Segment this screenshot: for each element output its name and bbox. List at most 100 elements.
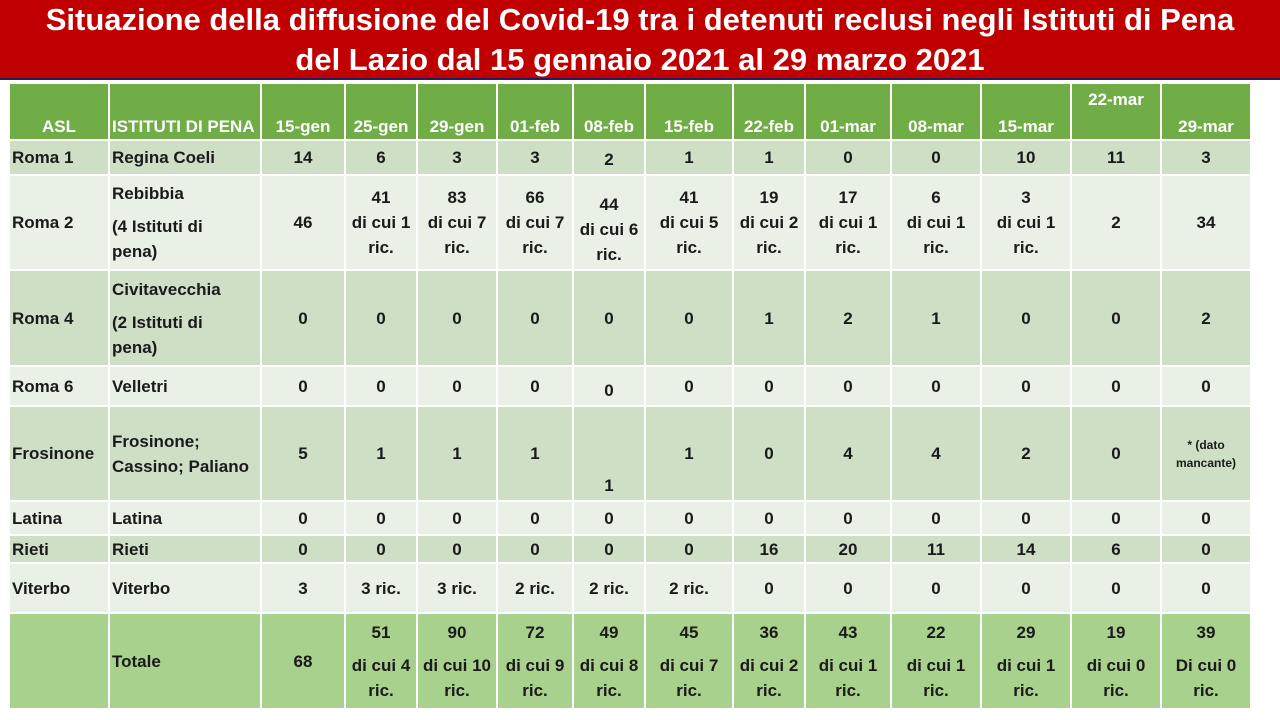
value-cell: 0: [890, 365, 982, 407]
value-cell: 5: [260, 405, 346, 502]
value-cell: 41 di cui 1 ric.: [344, 174, 418, 271]
istituto-line: (2 Istituti di: [112, 312, 203, 332]
asl-cell: Rieti: [8, 534, 110, 564]
value-cell: 0: [890, 562, 982, 614]
istituto-cell: Latina: [108, 500, 262, 536]
value-cell: 3 ric.: [416, 562, 498, 614]
header-asl: ASL: [8, 82, 110, 141]
table-row-roma4: Roma 4 Civitavecchia (2 Istituti di pena…: [8, 269, 1252, 367]
header-date: 25-gen: [344, 82, 418, 141]
value-cell: 0: [804, 139, 892, 176]
value-cell: 0: [804, 562, 892, 614]
istituto-cell: Rebibbia (4 Istituti di pena): [108, 174, 262, 271]
istituto-cell: Velletri: [108, 365, 262, 407]
header-date: 15-feb: [644, 82, 734, 141]
value-cell: 4: [804, 405, 892, 502]
value-cell: 0: [980, 500, 1072, 536]
value-cell: 3: [416, 139, 498, 176]
value-cell: 2 ric.: [572, 562, 646, 614]
note-line: * (dato: [1187, 437, 1225, 452]
value-cell: 0: [260, 534, 346, 564]
table-row-frosinone: Frosinone Frosinone; Cassino; Paliano 5 …: [8, 405, 1252, 502]
value-cell: 2: [804, 269, 892, 367]
header-date: 01-mar: [804, 82, 892, 141]
value-cell: 3 di cui 1 ric.: [980, 174, 1072, 271]
istituto-line: Rebibbia: [112, 184, 184, 203]
header-date: 29-mar: [1160, 82, 1252, 141]
value-cell: 41 di cui 5 ric.: [644, 174, 734, 271]
table-row-totale: Totale 68 51 di cui 4 ric. 90 di cui 10 ric.…: [8, 612, 1252, 710]
value-cell: 0: [804, 365, 892, 407]
header-date: 08-mar: [890, 82, 982, 141]
slide-title: Situazione della diffusione del Covid-19…: [0, 0, 1280, 80]
value-cell: 0: [416, 269, 498, 367]
value-cell: 66 di cui 7 ric.: [496, 174, 574, 271]
istituto-line: Frosinone;: [112, 431, 200, 451]
value-cell: 0: [1070, 562, 1162, 614]
total-cell: 45 di cui 7 ric.: [644, 612, 734, 710]
value-cell: 0: [980, 365, 1072, 407]
value-cell: 0: [1070, 269, 1162, 367]
istituto-line: Civitavecchia: [112, 279, 221, 299]
value-cell: 83 di cui 7 ric.: [416, 174, 498, 271]
asl-cell: Frosinone: [8, 405, 110, 502]
value-cell: 1: [732, 139, 806, 176]
value-cell: 10: [980, 139, 1072, 176]
value-cell: * (dato mancante): [1160, 405, 1252, 502]
value-cell: 0: [572, 534, 646, 564]
value-cell: 0: [732, 562, 806, 614]
table-row-roma2: Roma 2 Rebibbia (4 Istituti di pena) 46 …: [8, 174, 1252, 271]
header-date: 15-mar: [980, 82, 1072, 141]
value-cell: 0: [732, 405, 806, 502]
value-cell: 19 di cui 2 ric.: [732, 174, 806, 271]
value-cell: 0: [644, 269, 734, 367]
title-line-2: del Lazio dal 15 gennaio 2021 al 29 marz…: [295, 42, 985, 77]
value-cell: 2 ric.: [496, 562, 574, 614]
value-cell: 6: [344, 139, 418, 176]
value-cell: 3: [496, 139, 574, 176]
value-cell: 0: [1160, 500, 1252, 536]
asl-cell: [8, 612, 110, 710]
value-cell: 0: [1160, 562, 1252, 614]
title-line-1: Situazione della diffusione del Covid-19…: [45, 2, 1235, 37]
totale-label: Totale: [108, 612, 262, 710]
value-cell: 1: [496, 405, 574, 502]
value-cell: 0: [644, 365, 734, 407]
value-cell: 0: [1160, 534, 1252, 564]
value-cell: 2: [980, 405, 1072, 502]
asl-cell: Latina: [8, 500, 110, 536]
value-cell: 1: [344, 405, 418, 502]
header-date: 22-feb: [732, 82, 806, 141]
total-cell: 39 Di cui 0 ric.: [1160, 612, 1252, 710]
istituto-cell: Viterbo: [108, 562, 262, 614]
asl-cell: Roma 1: [8, 139, 110, 176]
istituto-line: pena): [112, 337, 158, 357]
value-cell: 2: [1070, 174, 1162, 271]
value-cell: 0: [496, 365, 574, 407]
value-cell: 1: [644, 405, 734, 502]
value-cell: 4: [890, 405, 982, 502]
istituto-cell: Civitavecchia (2 Istituti di pena): [108, 269, 262, 367]
value-cell: 0: [1070, 405, 1162, 502]
value-cell: 0: [260, 365, 346, 407]
value-cell: 0: [980, 269, 1072, 367]
value-cell: 0: [496, 534, 574, 564]
value-cell: 11: [890, 534, 982, 564]
istituto-cell: Rieti: [108, 534, 262, 564]
value-cell: 0: [572, 269, 646, 367]
value-cell: 1: [644, 139, 734, 176]
istituto-cell: Regina Coeli: [108, 139, 262, 176]
value-cell: 0: [416, 365, 498, 407]
istituto-line: Cassino; Paliano: [112, 456, 249, 476]
table-row-roma1: Roma 1 Regina Coeli 14 6 3 3 2 1 1 0 0 1…: [8, 139, 1252, 176]
value-cell: 1: [416, 405, 498, 502]
value-cell: 0: [1070, 500, 1162, 536]
total-cell: 51 di cui 4 ric.: [344, 612, 418, 710]
value-cell: 0: [1070, 365, 1162, 407]
value-cell: 0: [572, 500, 646, 536]
value-cell: 0: [344, 269, 418, 367]
istituto-line: pena): [112, 242, 158, 261]
value-cell: 16: [732, 534, 806, 564]
value-cell: 0: [260, 269, 346, 367]
total-cell: 90 di cui 10 ric.: [416, 612, 498, 710]
